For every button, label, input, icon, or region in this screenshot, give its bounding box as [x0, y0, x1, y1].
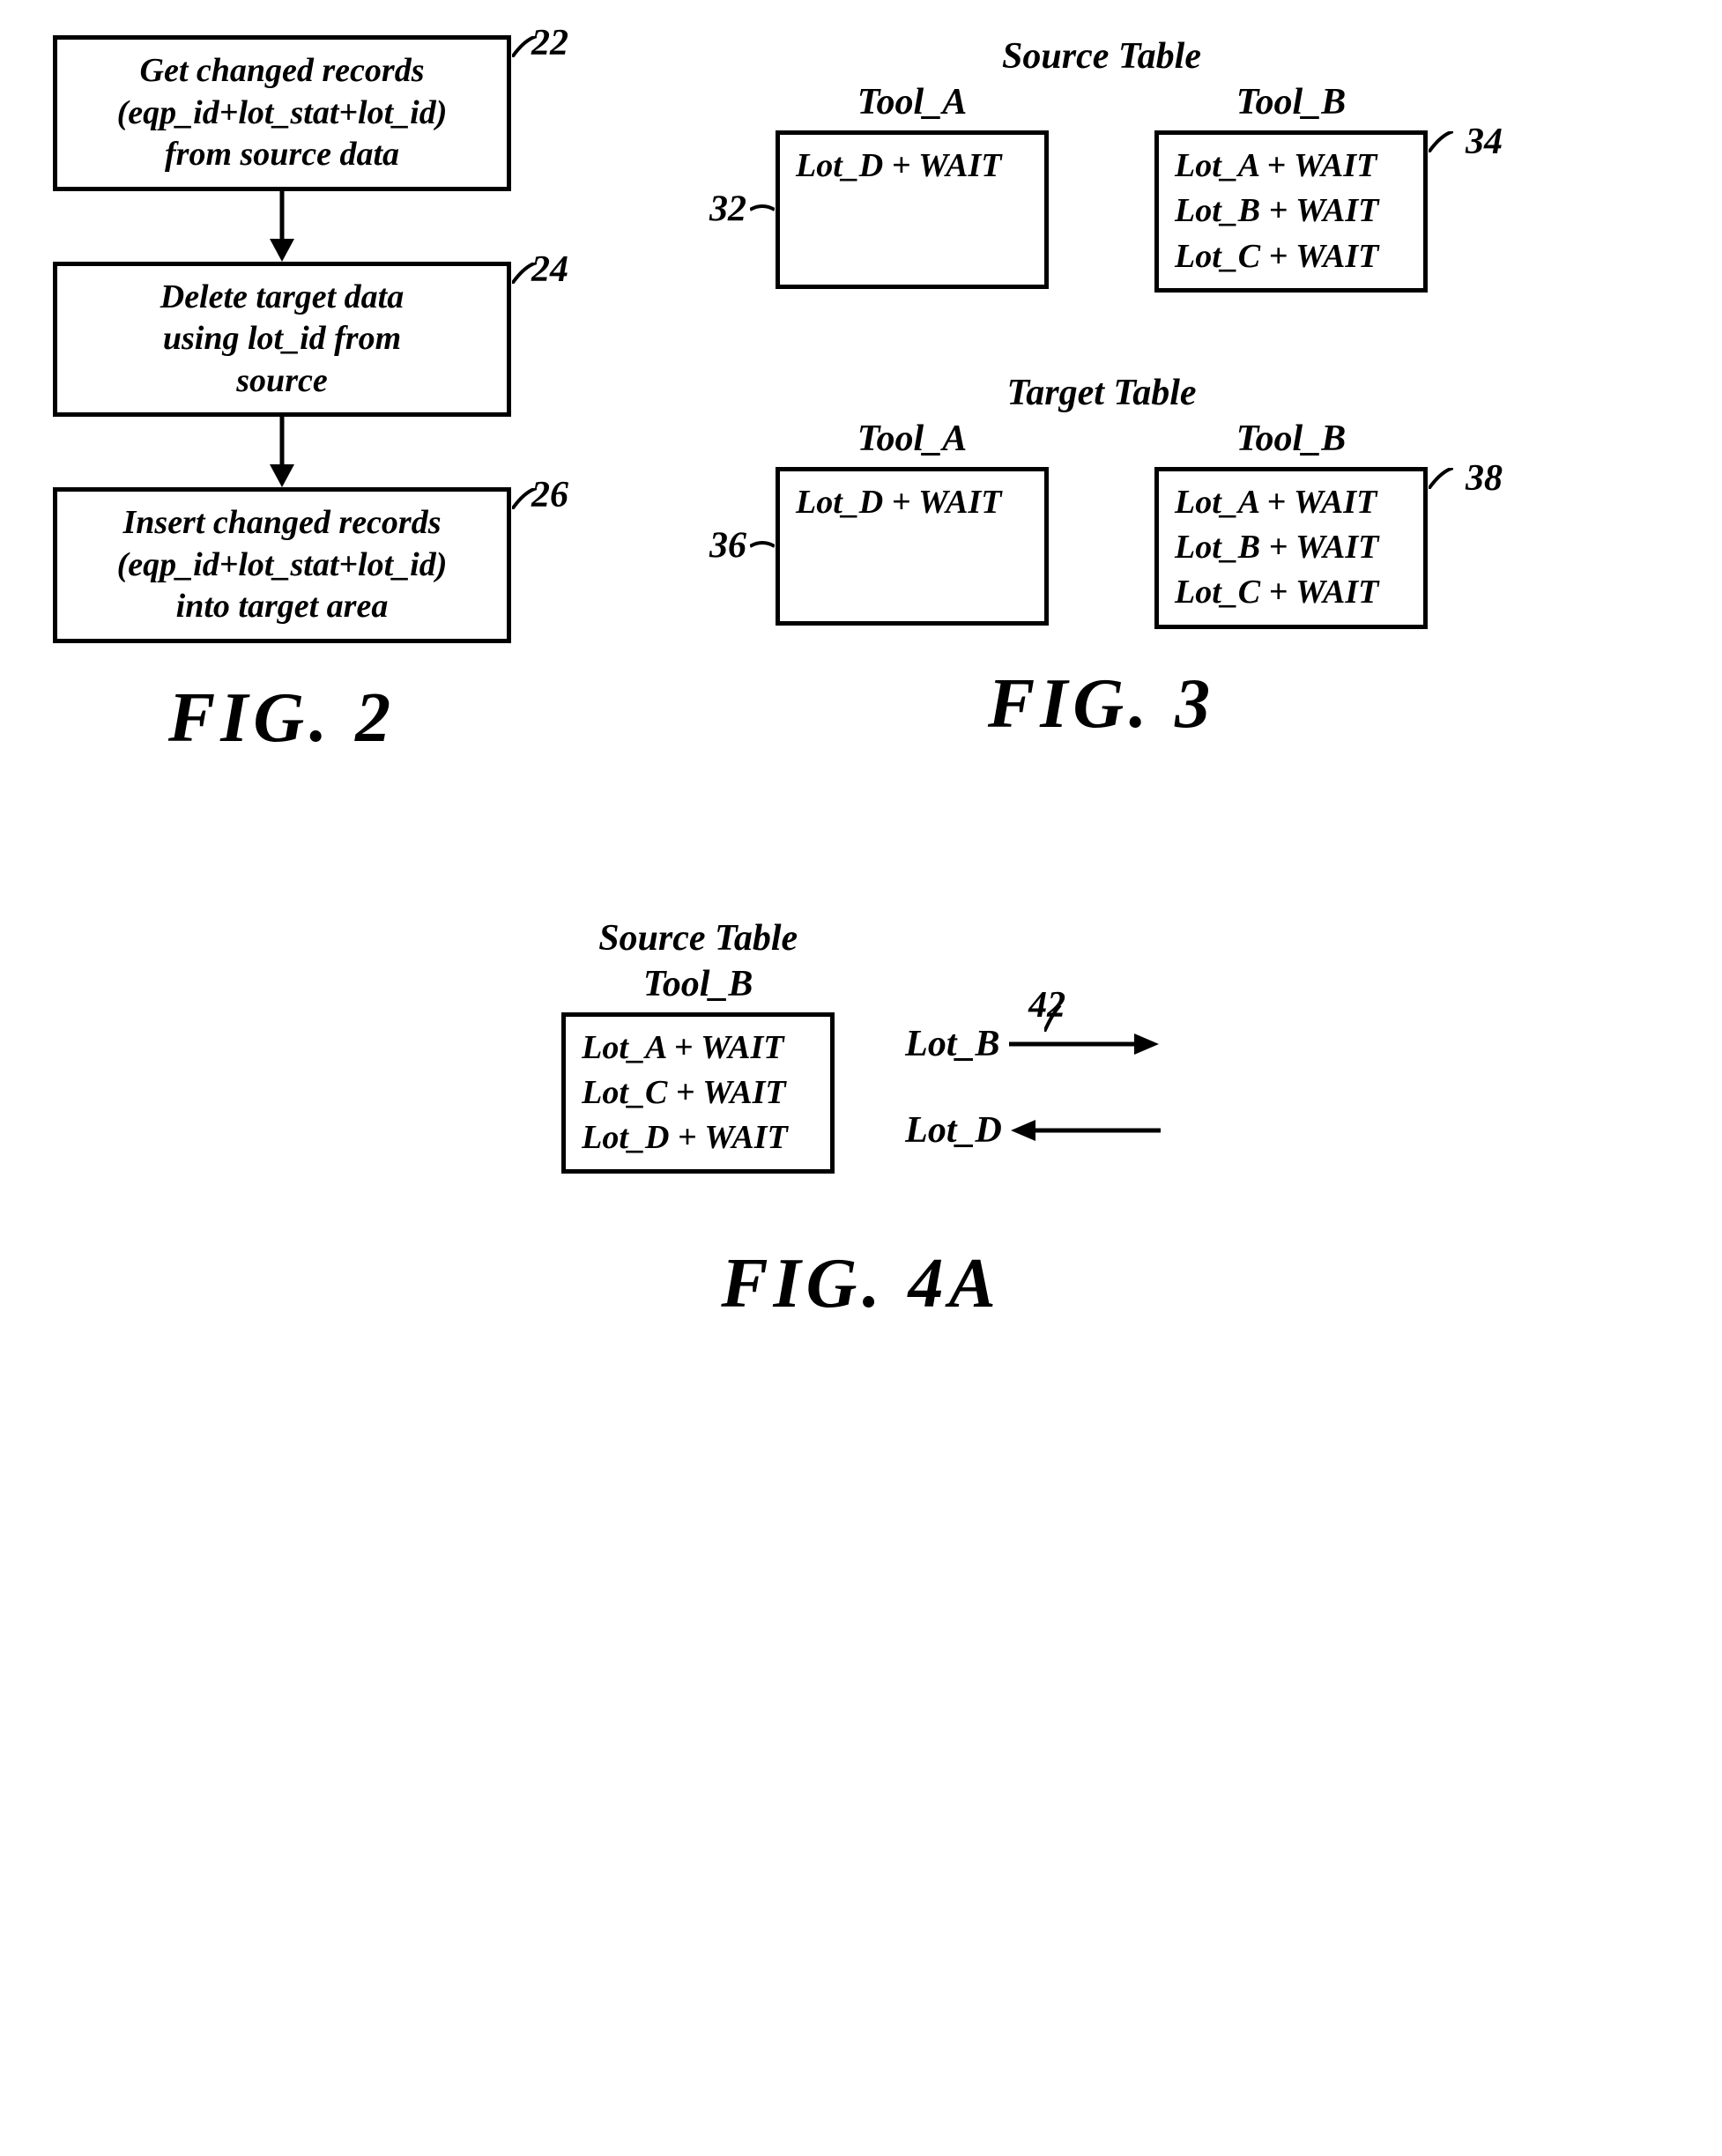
- leader-line-icon: [1429, 131, 1453, 152]
- arrow-down-icon: [264, 191, 300, 262]
- fig2-box24-l2: using lot_id from: [163, 320, 401, 357]
- page-root: Get changed records (eqp_id+lot_stat+lot…: [35, 35, 1687, 2121]
- fig3-box-34: Lot_A + WAIT Lot_B + WAIT Lot_C + WAIT 3…: [1154, 130, 1428, 293]
- fig2-caption: FIG. 2: [168, 678, 396, 759]
- fig4a-caption: FIG. 4A: [721, 1244, 1001, 1324]
- fig3-tool-b-source: Tool_B Lot_A + WAIT Lot_B + WAIT Lot_C +…: [1154, 81, 1428, 293]
- box38-l1: Lot_A + WAIT: [1175, 484, 1377, 521]
- fig2-box-26: Insert changed records (eqp_id+lot_stat+…: [53, 487, 511, 643]
- top-row: Get changed records (eqp_id+lot_stat+lot…: [35, 35, 1687, 759]
- fig3-toolB-header2: Tool_B: [1236, 418, 1346, 460]
- fig2-box24-l3: source: [236, 362, 327, 399]
- fig4a-box: Lot_A + WAIT Lot_C + WAIT Lot_D + WAIT: [561, 1012, 835, 1174]
- fig3-target-title: Target Table: [1006, 372, 1196, 414]
- fig2-box26-l1: Insert changed records: [122, 504, 441, 541]
- leader-line-icon: [512, 263, 537, 284]
- fig3-toolB-header: Tool_B: [1236, 81, 1346, 123]
- leader-line-icon: [512, 36, 537, 57]
- fig2-box26-l3: into target area: [176, 588, 389, 625]
- fig3-target-area: Tool_A Lot_D + WAIT 36 Tool_B Lot_A + WA…: [617, 418, 1586, 629]
- arrow-down-icon: [264, 417, 300, 487]
- leader-line-icon: [750, 199, 775, 220]
- arrow-left-icon: [1011, 1117, 1161, 1144]
- fig4a-in-row: Lot_D: [905, 1109, 1161, 1152]
- fig3-label-36: 36: [709, 522, 746, 572]
- fig3-source-area: Tool_A Lot_D + WAIT 32 Tool_B Lot_A + WA…: [617, 81, 1586, 293]
- fig3-box-38: Lot_A + WAIT Lot_B + WAIT Lot_C + WAIT 3…: [1154, 467, 1428, 629]
- fig4a-out-row: Lot_B 42: [905, 1023, 1158, 1065]
- box38-l3: Lot_C + WAIT: [1175, 574, 1378, 611]
- fig2-box22-l3: from source data: [165, 136, 399, 173]
- fig3: Source Table Tool_A Lot_D + WAIT 32 Tool…: [617, 35, 1586, 759]
- fig3-box-36: Lot_D + WAIT 36: [776, 467, 1049, 626]
- fig2-box22-l2: (eqp_id+lot_stat+lot_id): [117, 94, 448, 131]
- fig4a-toolB-header: Tool_B: [643, 963, 753, 1005]
- fig4a-l1: Lot_A + WAIT: [582, 1029, 783, 1066]
- box36-l1: Lot_D + WAIT: [796, 484, 1002, 521]
- fig2: Get changed records (eqp_id+lot_stat+lot…: [35, 35, 529, 759]
- fig2-box22-l1: Get changed records: [140, 52, 425, 89]
- fig4a-tool-col: Source Table Tool_B Lot_A + WAIT Lot_C +…: [561, 917, 835, 1174]
- leader-line-icon: [1429, 468, 1453, 489]
- fig4a-l2: Lot_C + WAIT: [582, 1074, 785, 1111]
- box34-l3: Lot_C + WAIT: [1175, 238, 1378, 275]
- box34-l2: Lot_B + WAIT: [1175, 192, 1378, 229]
- fig2-box-24: Delete target data using lot_id from sou…: [53, 262, 511, 418]
- fig2-box24-l1: Delete target data: [160, 278, 404, 315]
- fig3-label-34: 34: [1466, 117, 1503, 167]
- fig2-box26-l2: (eqp_id+lot_stat+lot_id): [117, 546, 448, 583]
- fig4a-l3: Lot_D + WAIT: [582, 1119, 788, 1156]
- leader-line-icon: [750, 536, 775, 557]
- box34-l1: Lot_A + WAIT: [1175, 147, 1377, 184]
- arrow-right-icon: [1009, 1031, 1159, 1057]
- fig3-label-32: 32: [709, 185, 746, 235]
- fig4a: Source Table Tool_B Lot_A + WAIT Lot_C +…: [35, 917, 1687, 1325]
- box32-l1: Lot_D + WAIT: [796, 147, 1002, 184]
- box38-l2: Lot_B + WAIT: [1175, 529, 1378, 566]
- fig3-source-title: Source Table: [1002, 35, 1201, 78]
- fig4a-row: Source Table Tool_B Lot_A + WAIT Lot_C +…: [561, 917, 1161, 1174]
- fig3-tool-a-source: Tool_A Lot_D + WAIT 32: [776, 81, 1049, 293]
- fig4a-out-lot: Lot_B: [905, 1023, 999, 1065]
- fig4a-source-title: Source Table: [598, 917, 798, 959]
- fig4a-arrows: Lot_B 42 Lot_D: [905, 1023, 1161, 1152]
- fig2-label-22: 22: [531, 20, 568, 67]
- fig3-toolA-header2: Tool_A: [857, 418, 967, 460]
- fig3-toolA-header: Tool_A: [857, 81, 967, 123]
- fig3-label-38: 38: [1466, 454, 1503, 504]
- fig3-box-32: Lot_D + WAIT 32: [776, 130, 1049, 289]
- fig3-caption: FIG. 3: [988, 664, 1215, 745]
- fig3-tool-b-target: Tool_B Lot_A + WAIT Lot_B + WAIT Lot_C +…: [1154, 418, 1428, 629]
- fig3-tool-a-target: Tool_A Lot_D + WAIT 36: [776, 418, 1049, 629]
- fig2-box-22: Get changed records (eqp_id+lot_stat+lot…: [53, 35, 511, 191]
- leader-line-icon: [1044, 1005, 1062, 1032]
- fig2-label-26: 26: [531, 472, 568, 519]
- fig4a-in-lot: Lot_D: [905, 1109, 1002, 1152]
- fig2-label-24: 24: [531, 247, 568, 293]
- leader-line-icon: [512, 488, 537, 509]
